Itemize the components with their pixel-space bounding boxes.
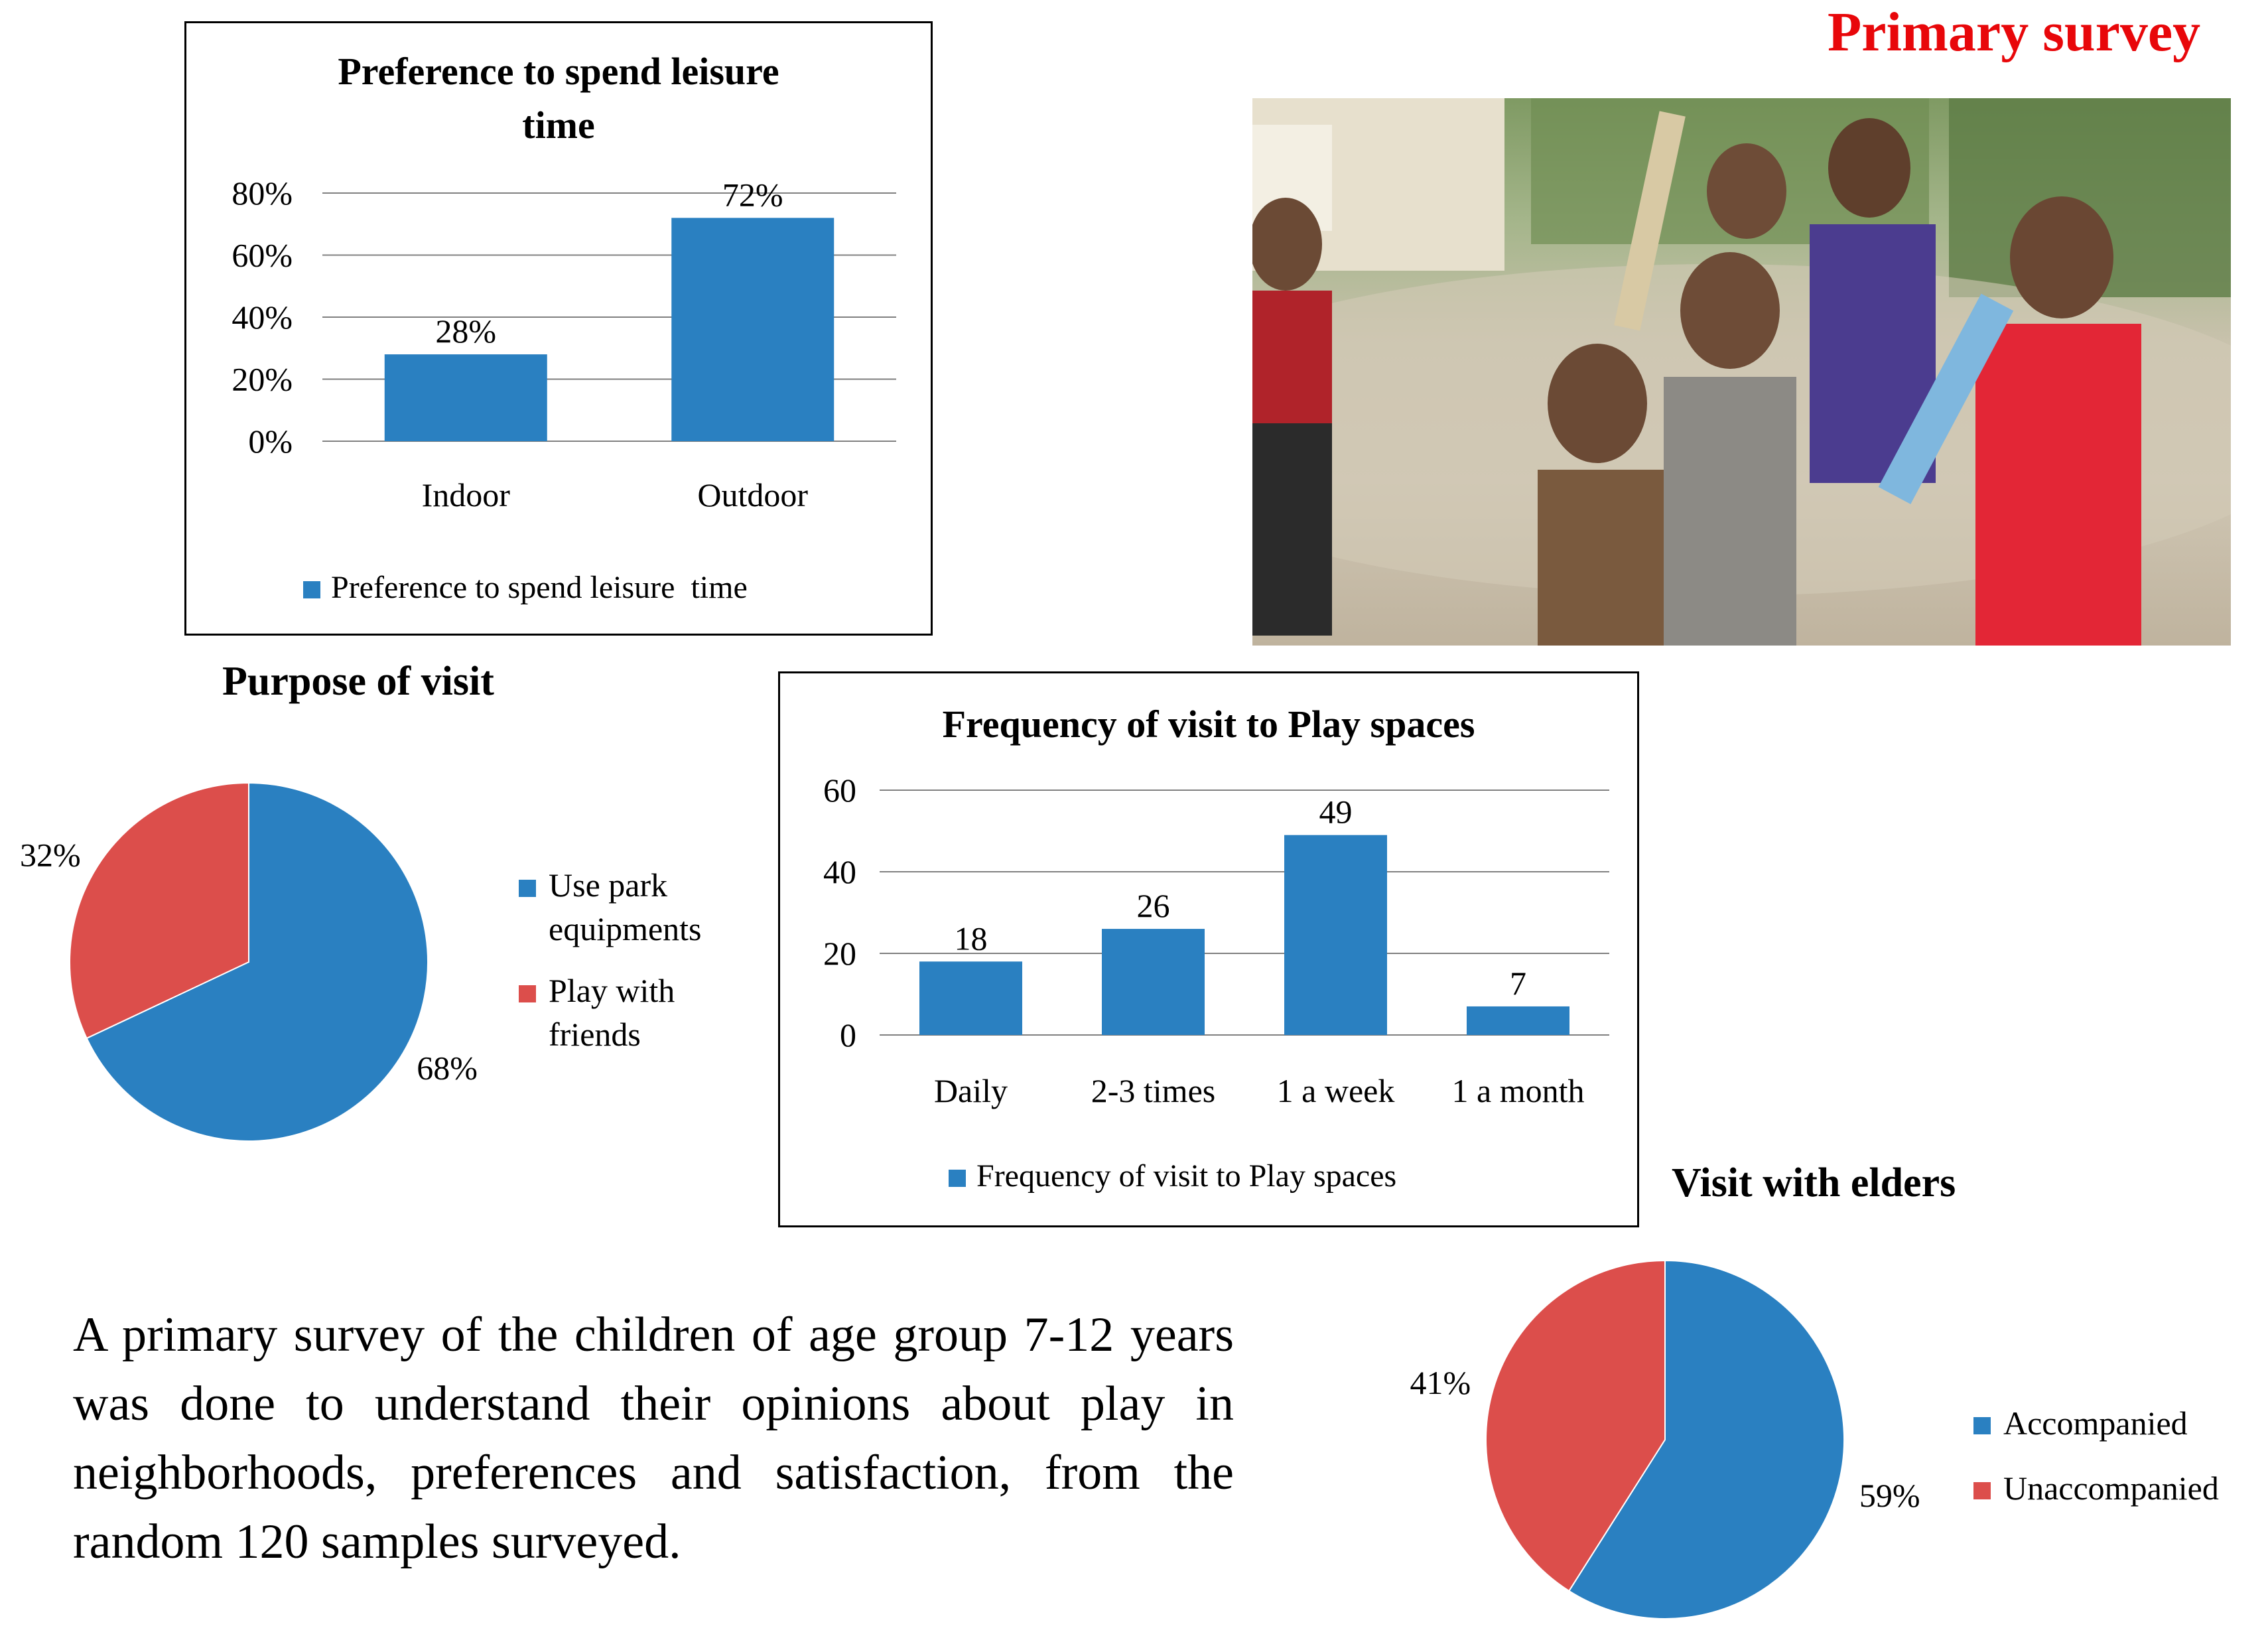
leisure-chart-frame: Preference to spend leisure time 0% 20% 40… — [184, 21, 933, 636]
purpose-data-label: 68% — [417, 1050, 478, 1087]
frequency-tick-label: 0 — [840, 1016, 856, 1054]
page-header-title: Primary survey — [1828, 1, 2201, 63]
leisure-legend-swatch — [303, 581, 320, 598]
frequency-category-label: 1 a month — [1452, 1072, 1585, 1109]
purpose-chart-title: Purpose of visit — [222, 659, 494, 704]
leisure-legend-label: Preference to spend leisure time — [331, 570, 748, 605]
frequency-tick-label: 60 — [823, 772, 856, 809]
frequency-data-label: 26 — [1137, 887, 1170, 924]
photo-illustration — [1252, 98, 2231, 646]
frequency-chart-frame: Frequency of visit to Play spaces 0 20 40 6… — [778, 671, 1639, 1227]
leisure-data-label: 72% — [722, 176, 783, 213]
frequency-tick-label: 40 — [823, 853, 856, 890]
frequency-bar — [919, 961, 1022, 1035]
frequency-tick-label: 20 — [823, 935, 856, 972]
purpose-legend-1-line2: friends — [549, 1016, 641, 1053]
frequency-chart: Frequency of visit to Play spaces 0 20 40 6… — [823, 703, 1609, 1194]
frequency-chart-title: Frequency of visit to Play spaces — [943, 703, 1475, 746]
survey-description: A primary survey of the children of age … — [73, 1308, 1234, 1569]
leisure-tick-label: 80% — [232, 174, 293, 212]
leisure-category-label: Indoor — [422, 476, 511, 514]
purpose-slice — [69, 782, 249, 1040]
purpose-legend-0-line1: Use park — [549, 866, 667, 904]
elders-legend-swatch-1 — [1973, 1482, 1991, 1499]
elders-data-label: 41% — [1410, 1364, 1471, 1401]
frequency-category-label: 2-3 times — [1091, 1072, 1215, 1109]
leisure-chart: Preference to spend leisure time 0% 20% 40… — [232, 50, 896, 605]
purpose-slice — [86, 782, 429, 1142]
elders-slice — [1568, 1261, 1845, 1619]
purpose-data-label: 32% — [20, 836, 81, 873]
frequency-bar — [1284, 835, 1387, 1035]
purpose-legend-0-line2: equipments — [549, 910, 702, 947]
leisure-bar — [671, 218, 834, 441]
elders-chart-title: Visit with elders — [1672, 1160, 1956, 1205]
leisure-tick-label: 40% — [232, 299, 293, 336]
elders-slice — [1485, 1261, 1666, 1592]
elders-legend-1: Unaccompanied — [2003, 1470, 2219, 1507]
frequency-bar — [1102, 929, 1205, 1035]
elders-legend-0: Accompanied — [2003, 1405, 2188, 1442]
frequency-bar — [1467, 1006, 1569, 1035]
leisure-chart-title-line2: time — [522, 103, 595, 147]
frequency-legend-label: Frequency of visit to Play spaces — [976, 1158, 1396, 1194]
leisure-tick-label: 20% — [232, 361, 293, 398]
frequency-data-label: 18 — [955, 920, 988, 957]
purpose-legend-swatch-0 — [519, 880, 536, 897]
leisure-chart-title-line1: Preference to spend leisure — [338, 50, 779, 93]
leisure-bar — [384, 354, 547, 441]
purpose-chart: 68% 32% Use park equipments Play with fri… — [20, 782, 702, 1142]
frequency-data-label: 49 — [1319, 793, 1353, 831]
leisure-tick-label: 60% — [232, 237, 293, 274]
frequency-legend-swatch — [949, 1170, 966, 1187]
frequency-data-label: 7 — [1510, 965, 1526, 1002]
elders-legend-swatch-0 — [1973, 1417, 1991, 1434]
children-photo — [1252, 98, 2231, 646]
frequency-category-label: 1 a week — [1277, 1072, 1395, 1109]
elders-data-label: 59% — [1859, 1477, 1920, 1514]
leisure-tick-label: 0% — [248, 423, 293, 460]
purpose-legend-1-line1: Play with — [549, 972, 675, 1009]
leisure-data-label: 28% — [435, 312, 496, 350]
leisure-category-label: Outdoor — [697, 476, 808, 514]
frequency-category-label: Daily — [934, 1072, 1008, 1109]
elders-chart: 59% 41% Accompanied Unaccompanied — [1410, 1261, 2219, 1619]
purpose-legend-swatch-1 — [519, 985, 536, 1002]
